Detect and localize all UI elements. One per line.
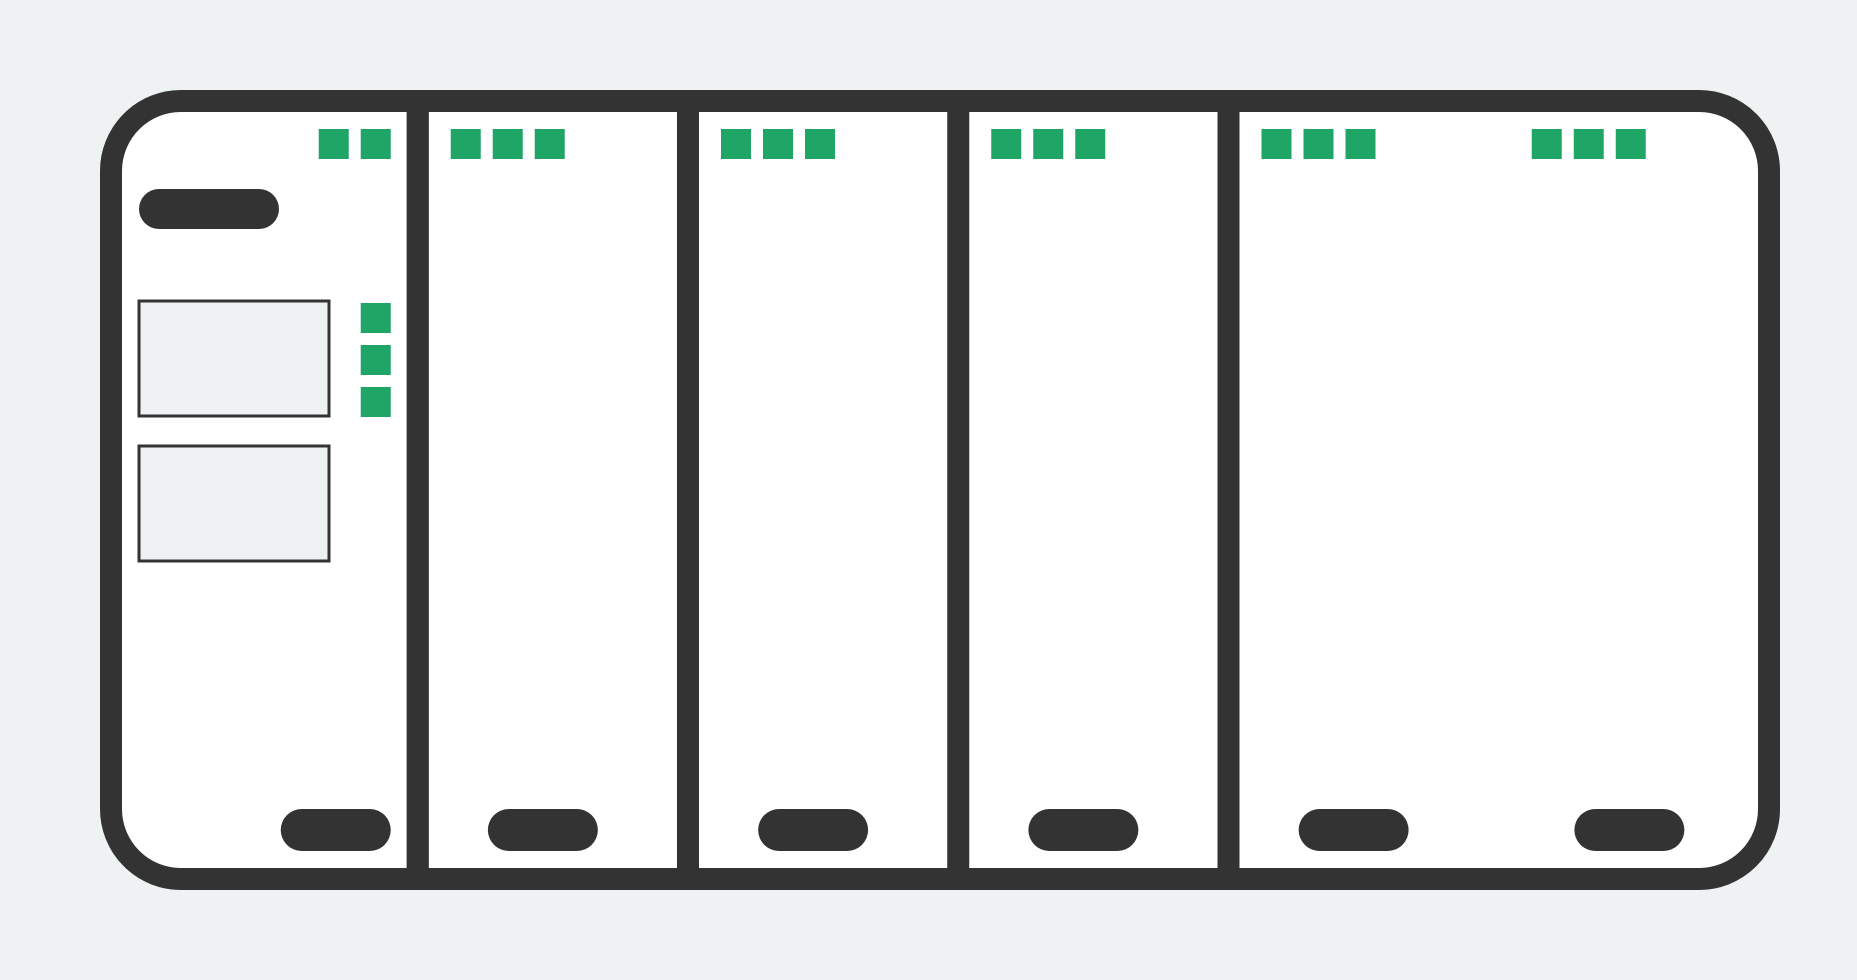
status-led-icon [1532, 129, 1562, 159]
display-panel [139, 446, 329, 561]
release-button[interactable] [281, 809, 391, 851]
status-led-icon [721, 129, 751, 159]
display-panel [139, 301, 329, 416]
release-button[interactable] [488, 809, 598, 851]
status-led-icon [319, 129, 349, 159]
status-led-icon [763, 129, 793, 159]
status-led-icon [1616, 129, 1646, 159]
status-led-icon [361, 129, 391, 159]
status-led-icon [361, 387, 391, 417]
status-led-icon [991, 129, 1021, 159]
module-label-button[interactable] [139, 189, 279, 229]
status-led-icon [1033, 129, 1063, 159]
status-led-icon [805, 129, 835, 159]
status-led-icon [1303, 129, 1333, 159]
plc-rack-infographic [0, 0, 1857, 980]
release-button[interactable] [1028, 809, 1138, 851]
status-led-icon [493, 129, 523, 159]
rack-chassis [111, 101, 1769, 879]
release-button[interactable] [1574, 809, 1684, 851]
status-led-icon [451, 129, 481, 159]
release-button[interactable] [758, 809, 868, 851]
status-led-icon [1345, 129, 1375, 159]
release-button[interactable] [1299, 809, 1409, 851]
status-led-icon [361, 303, 391, 333]
status-led-icon [535, 129, 565, 159]
status-led-icon [1075, 129, 1105, 159]
status-led-icon [1574, 129, 1604, 159]
status-led-icon [361, 345, 391, 375]
status-led-icon [1261, 129, 1291, 159]
